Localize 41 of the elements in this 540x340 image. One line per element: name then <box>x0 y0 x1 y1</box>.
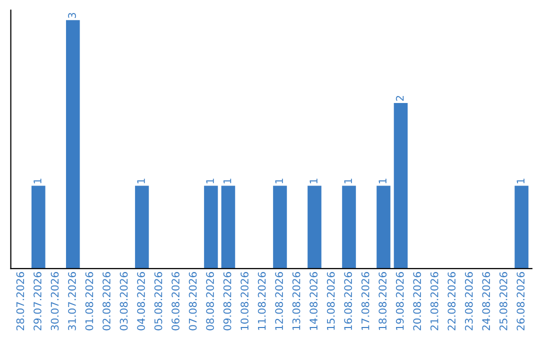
x-tick-label: 02.08.2026 <box>102 272 110 330</box>
x-tick-label: 11.08.2026 <box>258 272 266 330</box>
x-tick-label: 24.08.2026 <box>482 272 490 330</box>
x-tick-label: 15.08.2026 <box>326 272 335 330</box>
data-label: 1 <box>378 178 386 184</box>
x-tick-label: 01.08.2026 <box>85 272 94 330</box>
x-tick-label: 29.07.2026 <box>34 272 42 330</box>
x-tick-label: 21.08.2026 <box>430 272 438 330</box>
x-tick-label: 08.08.2026 <box>206 272 214 330</box>
data-label: 1 <box>516 178 524 184</box>
x-tick-label: 26.08.2026 <box>516 272 525 330</box>
x-tick-label: 28.07.2026 <box>16 272 24 330</box>
x-tick-label: 05.08.2026 <box>154 272 162 330</box>
x-tick-label: 10.08.2026 <box>240 272 248 330</box>
data-label: 1 <box>223 178 232 184</box>
x-tick-label: 17.08.2026 <box>361 272 370 330</box>
x-tick-label: 13.08.2026 <box>292 272 300 330</box>
x-tick-label: 30.07.2026 <box>50 272 59 330</box>
data-label: 2 <box>396 96 404 101</box>
x-tick-label: 04.08.2026 <box>137 272 145 330</box>
data-label: 1 <box>34 178 42 184</box>
x-tick-label: 03.08.2026 <box>120 272 128 330</box>
data-label: 1 <box>344 178 352 184</box>
x-tick-label: 16.08.2026 <box>344 272 352 330</box>
x-tick-label: 20.08.2026 <box>413 272 422 330</box>
x-tick-label: 18.08.2026 <box>378 272 387 330</box>
data-label: 1 <box>137 178 145 184</box>
x-tick-label: 19.08.2026 <box>396 272 404 330</box>
data-label: 1 <box>310 178 318 184</box>
x-tick-label: 14.08.2026 <box>310 272 318 330</box>
x-tick-label: 22.08.2026 <box>448 272 456 330</box>
x-tick-label: 07.08.2026 <box>188 272 197 330</box>
x-tick-label: 25.08.2026 <box>499 272 508 330</box>
x-tick-label: 09.08.2026 <box>223 272 232 330</box>
data-label: 1 <box>275 178 283 184</box>
data-label: 1 <box>206 178 214 184</box>
x-tick-label: 31.07.2026 <box>68 272 76 330</box>
data-label: 3 <box>68 12 76 18</box>
x-tick-label: 06.08.2026 <box>172 272 180 330</box>
x-tick-label: 12.08.2026 <box>275 272 283 330</box>
x-tick-label: 23.08.2026 <box>464 272 473 330</box>
